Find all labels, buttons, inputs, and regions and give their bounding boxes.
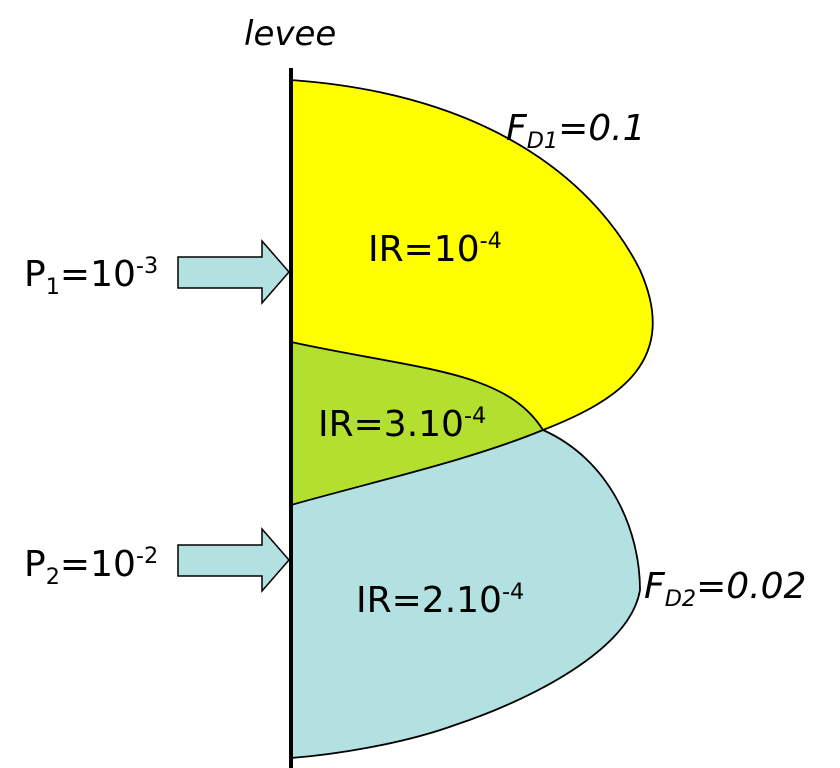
- lower-zone-risk-label: IR=2.10-4: [356, 580, 524, 621]
- p2-base: P: [24, 544, 46, 585]
- fd1-subscript: D1: [526, 128, 559, 155]
- fd1-value: =0.1: [558, 108, 646, 149]
- fd2-label: FD2=0.02: [644, 566, 807, 610]
- overlap-zone-risk-label: IR=3.10-4: [318, 404, 486, 445]
- overlap-zone-risk-exponent: -4: [463, 403, 487, 429]
- p2-subscript: 2: [45, 564, 60, 591]
- overlap-impact-zone: [291, 342, 543, 505]
- lower-zone-top-edge: [290, 429, 544, 506]
- upper-zone-risk-exponent: -4: [479, 228, 502, 254]
- fd2-value: =0.02: [696, 566, 807, 607]
- fd2-subscript: D2: [664, 586, 697, 613]
- p1-subscript: 1: [45, 274, 60, 301]
- p2-exponent: -2: [135, 543, 159, 569]
- overlap-top-edge: [290, 341, 544, 431]
- lower-zone-risk-exponent: -4: [501, 579, 525, 605]
- overlap-zone-risk-text: IR=3.10: [318, 404, 464, 445]
- fd2-base: F: [644, 566, 665, 607]
- p2-equals: =10: [59, 544, 136, 585]
- fd1-label: FD1=0.1: [506, 108, 646, 152]
- p1-equals: =10: [59, 254, 136, 295]
- upper-zone-risk-text: IR=10: [368, 229, 480, 270]
- p2-label: P2=10-2: [24, 543, 159, 588]
- p1-base: P: [24, 254, 46, 295]
- p1-label: P1=10-3: [24, 253, 159, 298]
- fd1-base: F: [506, 108, 527, 149]
- upper-zone-risk-label: IR=10-4: [368, 229, 502, 270]
- breach-arrow-2: [177, 526, 290, 594]
- lower-zone-risk-text: IR=2.10: [356, 580, 502, 621]
- levee-label: levee: [244, 14, 337, 54]
- p1-exponent: -3: [135, 253, 159, 279]
- breach-arrow-1: [177, 238, 290, 306]
